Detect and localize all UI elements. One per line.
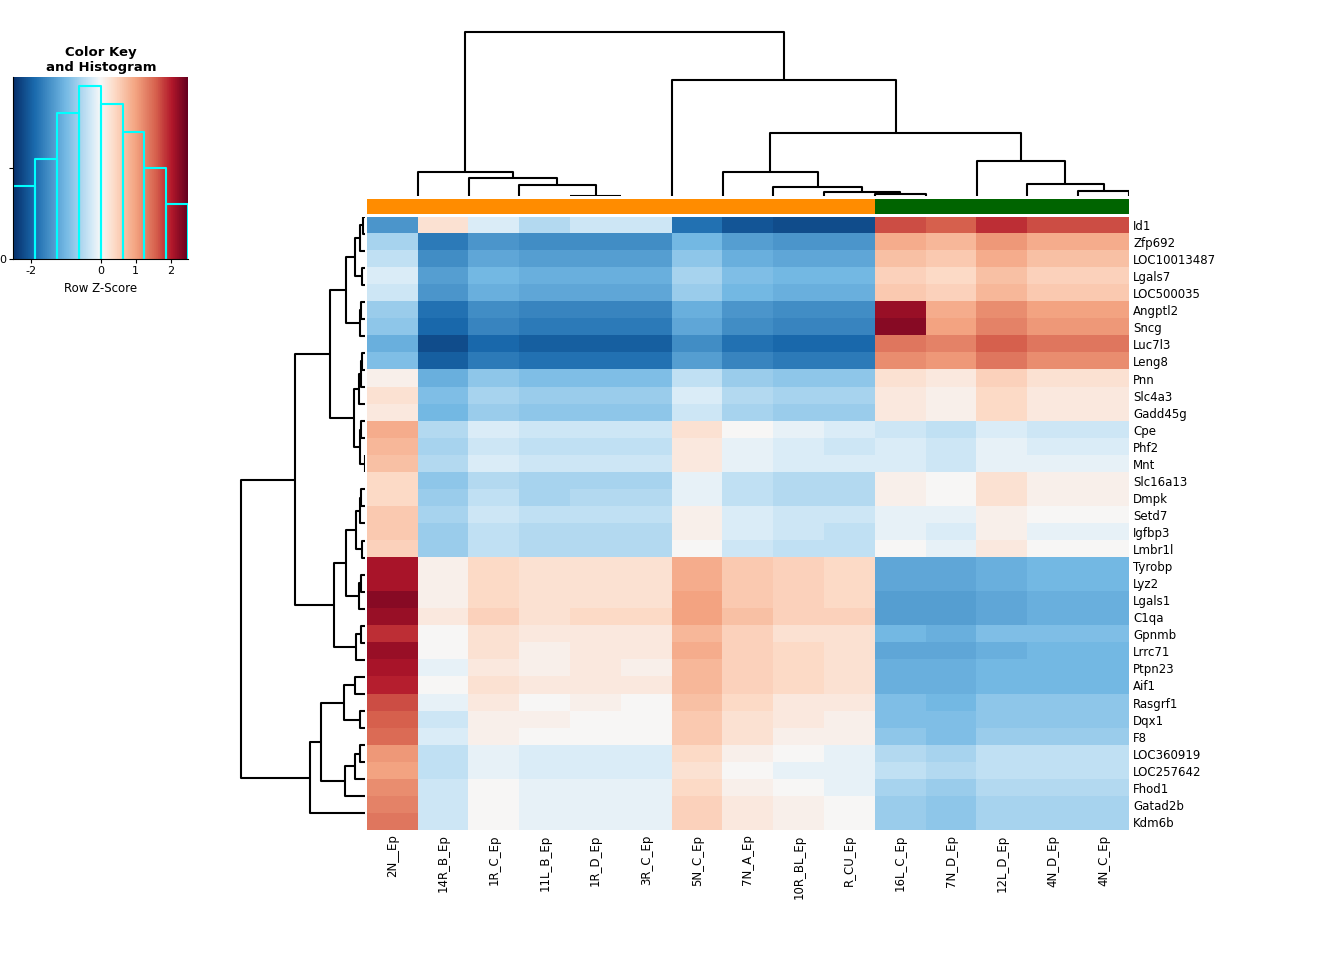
Bar (570, 199, 621, 214)
Bar (926, 199, 977, 214)
Bar (418, 199, 469, 214)
Bar (977, 199, 1027, 214)
Bar (1027, 199, 1078, 214)
Bar (875, 199, 926, 214)
Bar (824, 199, 875, 214)
Bar (469, 199, 519, 214)
Bar (1078, 199, 1129, 214)
X-axis label: Row Z-Score: Row Z-Score (65, 281, 137, 295)
Bar (773, 199, 824, 214)
Title: Color Key
and Histogram: Color Key and Histogram (46, 46, 156, 74)
Bar (723, 199, 773, 214)
Bar (672, 199, 723, 214)
Bar (367, 199, 418, 214)
Bar (519, 199, 570, 214)
Bar (621, 199, 672, 214)
